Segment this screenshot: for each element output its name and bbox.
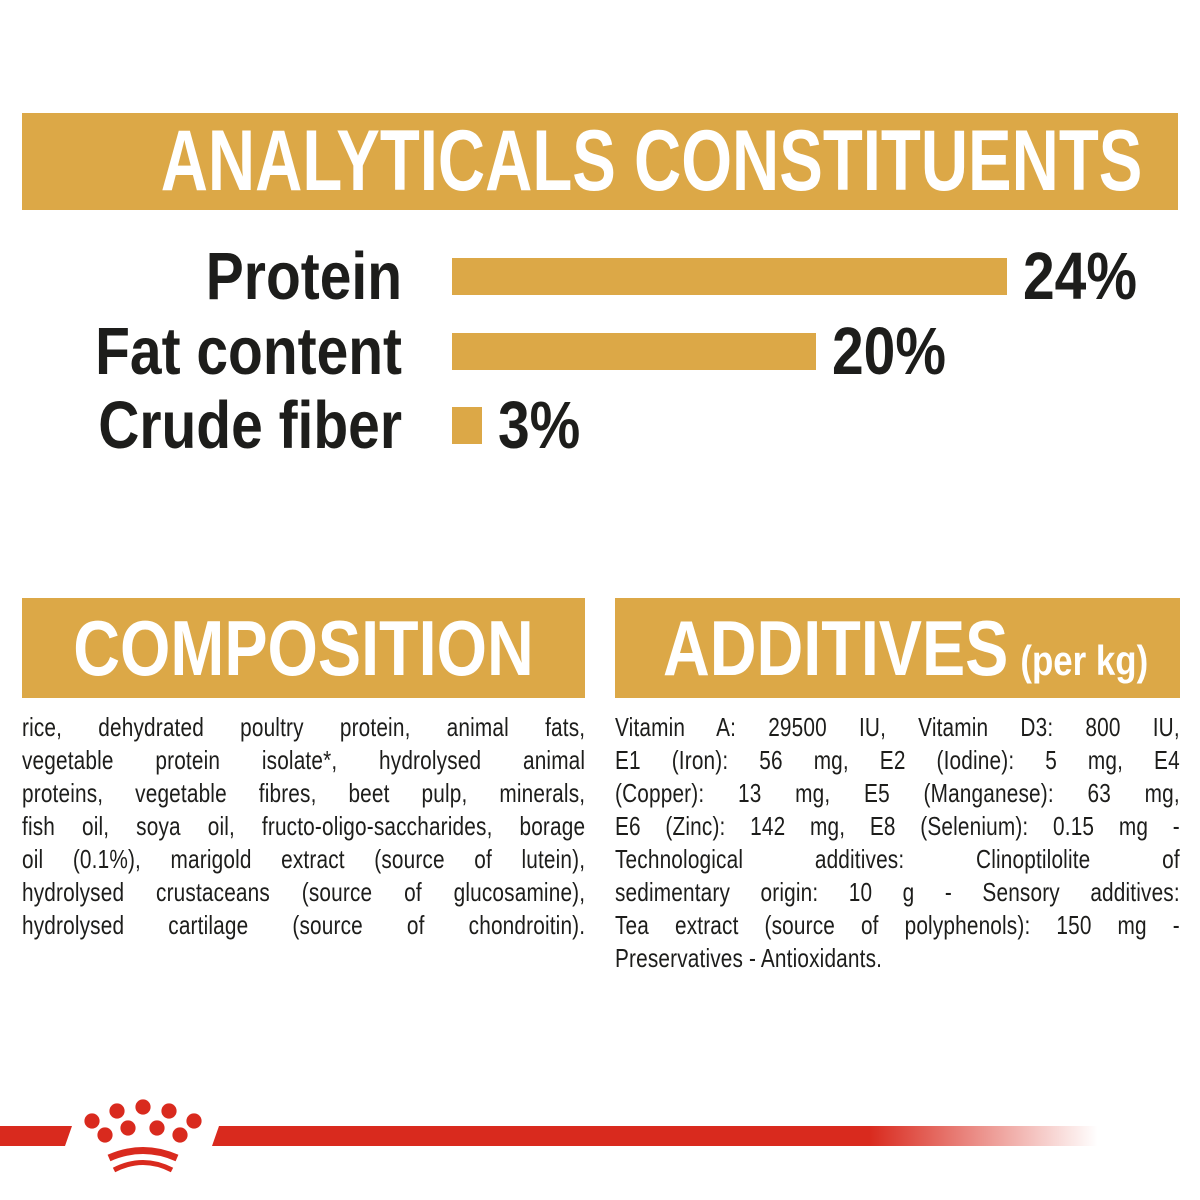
chart-row: Protein 24% bbox=[0, 239, 1200, 314]
chart-bar bbox=[452, 407, 482, 444]
text-line: fish oil, soya oil, fructo-oligo-sacchar… bbox=[22, 811, 586, 841]
chart-row-label: Fat content bbox=[95, 314, 403, 389]
chart-value: 20% bbox=[832, 314, 946, 389]
red-divider-right bbox=[212, 1126, 1125, 1146]
additives-heading: ADDITIVES (per kg) bbox=[663, 598, 1148, 721]
composition-text: rice, dehydrated poultry protein, animal… bbox=[22, 711, 585, 942]
text-line: oil (0.1%), marigold extract (source of … bbox=[22, 844, 586, 874]
text-line: hydrolysed crustaceans (source of glucos… bbox=[22, 877, 586, 907]
chart-bar bbox=[452, 333, 816, 370]
chart-row: Fat content 20% bbox=[0, 314, 1200, 389]
chart-value: 24% bbox=[1023, 239, 1137, 314]
composition-banner: COMPOSITION bbox=[22, 598, 585, 698]
text-line: E1 (Iron): 56 mg, E2 (Iodine): 5 mg, E4 bbox=[615, 745, 1180, 775]
text-line: E6 (Zinc): 142 mg, E8 (Selenium): 0.15 m… bbox=[615, 811, 1180, 841]
analyticals-banner: ANALYTICALS CONSTITUENTS bbox=[22, 113, 1178, 210]
red-divider-left bbox=[0, 1126, 72, 1146]
text-line: Technological additives: Clinoptilolite … bbox=[615, 844, 1180, 874]
additives-text: Vitamin A: 29500 IU, Vitamin D3: 800 IU,… bbox=[615, 711, 1180, 975]
additives-title: ADDITIVES bbox=[663, 604, 1009, 692]
chart-bar bbox=[452, 258, 1007, 295]
text-line: vegetable protein isolate*, hydrolysed a… bbox=[22, 745, 586, 775]
text-line: Preservatives - Antioxidants. bbox=[615, 943, 883, 973]
chart-row-label: Crude fiber bbox=[98, 388, 402, 463]
text-line: proteins, vegetable fibres, beet pulp, m… bbox=[22, 778, 586, 808]
composition-title: COMPOSITION bbox=[73, 604, 534, 692]
text-line: Vitamin A: 29500 IU, Vitamin D3: 800 IU, bbox=[615, 712, 1180, 742]
royal-canin-crown-icon bbox=[84, 1099, 202, 1173]
text-line: (Copper): 13 mg, E5 (Manganese): 63 mg, bbox=[615, 778, 1180, 808]
additives-banner: ADDITIVES (per kg) bbox=[615, 598, 1180, 698]
text-line: Tea extract (source of polyphenols): 150… bbox=[615, 910, 1180, 940]
additives-per-kg-label: (per kg) bbox=[1020, 637, 1149, 684]
text-line: hydrolysed cartilage (source of chondroi… bbox=[22, 910, 586, 940]
analytical-constituents-chart: Protein 24% Fat content 20% Crude fiber … bbox=[0, 0, 1200, 470]
chart-value: 3% bbox=[498, 388, 581, 463]
text-line: rice, dehydrated poultry protein, animal… bbox=[22, 712, 586, 742]
chart-row: Crude fiber 3% bbox=[0, 388, 1200, 463]
chart-row-label: Protein bbox=[205, 239, 402, 314]
analyticals-title: ANALYTICALS CONSTITUENTS bbox=[160, 113, 1143, 209]
text-line: sedimentary origin: 10 g - Sensory addit… bbox=[615, 877, 1180, 907]
